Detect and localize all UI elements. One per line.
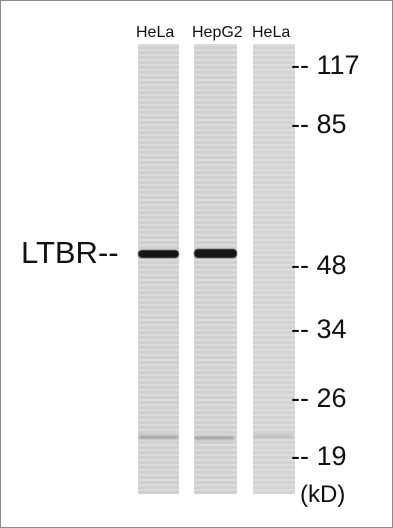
marker-85: -- 85 bbox=[291, 109, 347, 139]
marker-48: -- 48 bbox=[291, 250, 347, 280]
lane-label-hela-2: HeLa bbox=[252, 24, 291, 41]
protein-label: LTBR-- bbox=[21, 235, 119, 270]
ltbr-band-hepg2 bbox=[194, 249, 237, 258]
ltbr-band-hela bbox=[138, 250, 179, 258]
marker-117: -- 117 bbox=[291, 50, 360, 80]
faint-band bbox=[254, 434, 293, 438]
lane-label-hela-1: HeLa bbox=[136, 24, 175, 41]
marker-26: -- 26 bbox=[291, 383, 347, 413]
faint-band bbox=[139, 435, 178, 439]
marker-19: -- 19 bbox=[291, 441, 347, 471]
units-label: (kD) bbox=[300, 481, 346, 508]
blot-lane-hepg2 bbox=[194, 44, 237, 494]
marker-34: -- 34 bbox=[291, 314, 347, 344]
blot-lane-hela-2 bbox=[253, 44, 295, 494]
blot-lane-hela-1 bbox=[138, 44, 179, 494]
lane-label-hepg2: HepG2 bbox=[192, 24, 243, 41]
faint-band bbox=[195, 436, 234, 440]
